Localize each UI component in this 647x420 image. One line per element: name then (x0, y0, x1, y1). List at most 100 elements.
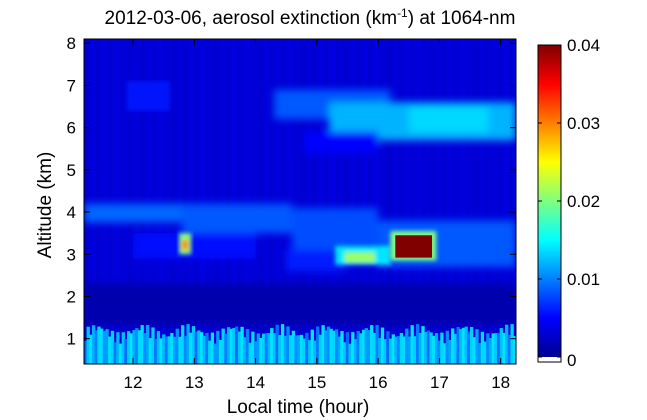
striation (374, 39, 380, 364)
boundary-layer-column (499, 328, 503, 364)
boundary-layer-column (337, 336, 341, 364)
x-tick-label: 18 (491, 373, 510, 392)
moderate-patch (335, 245, 391, 265)
boundary-layer-column (418, 332, 422, 364)
boundary-layer-column (424, 331, 428, 364)
striation (366, 39, 372, 364)
boundary-layer-column (505, 324, 509, 364)
boundary-layer-column (270, 328, 274, 364)
striation (276, 39, 281, 364)
boundary-layer-column (299, 334, 304, 364)
boundary-layer-column (253, 341, 258, 364)
boundary-layer-column (348, 343, 352, 364)
striation (319, 39, 325, 364)
dense-patch-core (395, 235, 433, 258)
striation (421, 39, 427, 364)
boundary-layer-column (475, 329, 479, 364)
striation (229, 39, 234, 364)
boundary-layer-column (283, 335, 287, 364)
boundary-layer-column (491, 333, 495, 364)
boundary-layer-column (248, 342, 252, 364)
boundary-layer-column (272, 333, 277, 364)
plot-frame (83, 38, 517, 365)
striation (193, 39, 199, 364)
striation (488, 39, 493, 364)
striation (484, 39, 490, 364)
boundary-layer-column (197, 330, 201, 364)
boundary-layer-column (442, 343, 447, 364)
boundary-layer-column (135, 328, 139, 364)
boundary-layer-column (386, 331, 390, 364)
boundary-layer-column (256, 333, 260, 364)
colorbar-tick-label: 0.03 (567, 114, 600, 133)
boundary-layer-column (151, 327, 155, 364)
boundary-layer-column (251, 331, 255, 364)
boundary-layer-column (224, 333, 228, 364)
boundary-layer-column (183, 336, 188, 364)
boundary-layer-column (421, 326, 425, 364)
boundary-layer-column (127, 331, 131, 364)
striation (492, 39, 497, 364)
boundary-layer-column (413, 336, 417, 364)
striation (107, 39, 112, 364)
striation (170, 39, 175, 364)
striation (409, 39, 415, 364)
striation (209, 39, 215, 364)
striation (315, 39, 321, 364)
boundary-layer-column (397, 336, 401, 364)
colorbar-zero-segment (538, 357, 561, 362)
boundary-layer-column (334, 329, 339, 364)
band-segment (133, 233, 256, 259)
boundary-layer-column (105, 329, 109, 364)
boundary-layer-column (480, 331, 485, 364)
boundary-layer-column (483, 341, 487, 364)
band-segment (182, 239, 189, 251)
boundary-layer-column (318, 334, 323, 364)
boundary-layer-column (332, 330, 336, 364)
boundary-layer-column (410, 325, 414, 364)
band-segment (344, 252, 376, 263)
y-tick-label: 7 (67, 76, 76, 95)
boundary-layer-column (305, 332, 309, 364)
striation (394, 39, 399, 364)
boundary-layer-column (124, 339, 128, 364)
boundary-layer-column (472, 337, 476, 364)
striation (335, 39, 340, 364)
boundary-layer-column (510, 324, 514, 364)
striation (264, 39, 270, 364)
striation (331, 39, 336, 364)
boundary-layer-column (429, 332, 433, 364)
striation (413, 39, 419, 364)
x-tick-label: 12 (124, 373, 143, 392)
boundary-layer-column (264, 333, 269, 364)
boundary-layer-column (432, 335, 436, 364)
boundary-layer-column (394, 336, 398, 364)
boundary-layer-column (178, 336, 182, 364)
clean-air-gap (84, 283, 516, 327)
striation (197, 39, 203, 364)
chart-title: 2012-03-06, aerosol extinction (km-1) at… (105, 6, 516, 29)
boundary-layer-column (488, 338, 493, 364)
boundary-layer-column (351, 332, 355, 364)
boundary-layer-column (218, 340, 223, 364)
boundary-layer-column (164, 336, 169, 364)
boundary-layer-column (383, 339, 387, 364)
boundary-layer-column (321, 325, 325, 364)
striation (131, 39, 136, 364)
striation (288, 39, 293, 364)
boundary-layer-column (507, 334, 512, 364)
boundary-layer-column (451, 328, 455, 364)
striation (500, 39, 505, 364)
striation (213, 39, 219, 364)
boundary-layer-column (353, 339, 358, 364)
boundary-layer-column (262, 333, 266, 364)
boundary-layer-column (194, 331, 198, 364)
boundary-layer-column (307, 340, 312, 364)
boundary-layer-column (343, 342, 347, 364)
boundary-layer-column (448, 340, 452, 364)
striation (248, 39, 254, 364)
boundary-layer-column (380, 327, 385, 364)
x-tick-label: 14 (246, 373, 265, 392)
boundary-layer-column (191, 326, 196, 364)
